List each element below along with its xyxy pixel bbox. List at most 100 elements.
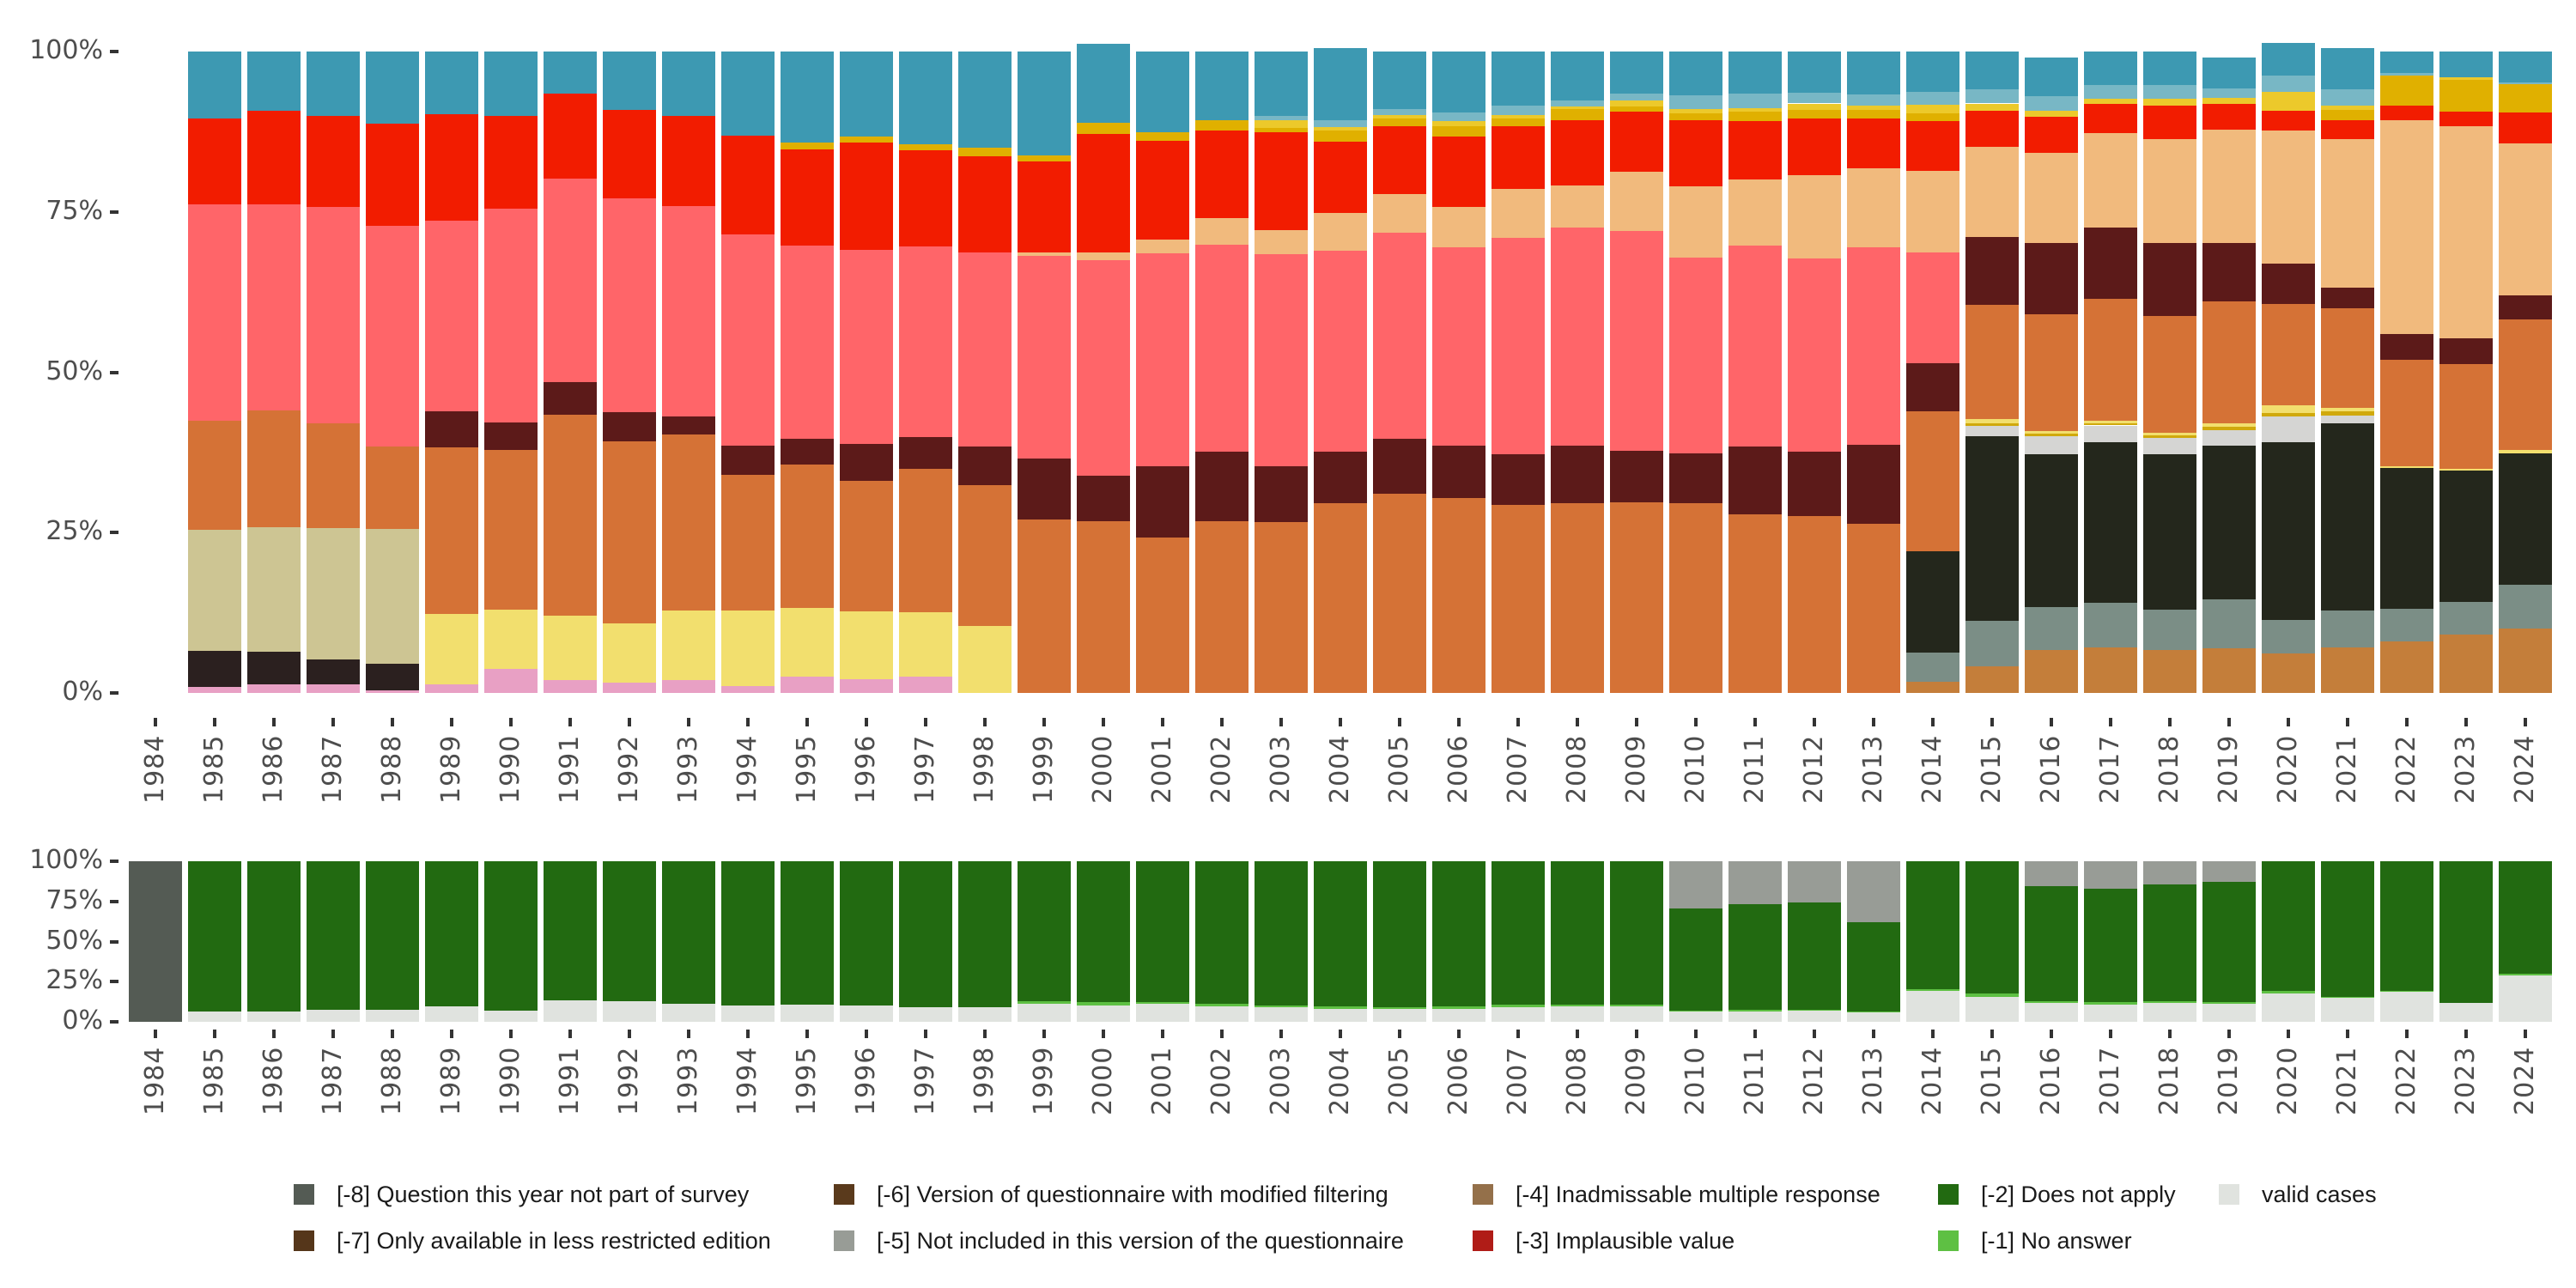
legend-item: [-7] Only available in less restricted e… — [294, 1228, 771, 1254]
bar-segment-2011-cat-15 — [1728, 120, 1782, 179]
bar-segment-2017--2-does-not-apply — [2084, 888, 2137, 1002]
bar-segment-2014-valid-cases — [1906, 990, 1959, 1022]
bar-segment-2015-cat-12 — [1965, 236, 2019, 306]
bar-segment-2024-cat-10 — [2499, 449, 2552, 453]
bar-segment-2017-cat-9 — [2084, 422, 2137, 426]
bar-segment-1994-valid-cases — [721, 1005, 775, 1022]
bar-segment-2009-cat-16 — [1610, 106, 1663, 112]
bar-segment-1999-cat-13 — [1018, 255, 1071, 459]
x-tick-mark — [1339, 1030, 1342, 1038]
y-tick-mark — [110, 210, 118, 214]
bar-segment-2014-cat-11 — [1906, 411, 1959, 551]
x-tick-label: 1992 — [614, 734, 644, 804]
x-tick-label: 1986 — [258, 1046, 289, 1115]
bar-segment-2010--5-not-included-in-this-version-of-the-questionnaire — [1669, 861, 1722, 908]
x-tick-label: 1990 — [495, 734, 526, 804]
bar-segment-2015-cat-11 — [1965, 305, 2019, 420]
y-tick-label: 25% — [46, 965, 103, 996]
bar-segment-2001-cat-12 — [1136, 465, 1189, 538]
legend-item: [-2] Does not apply — [1938, 1182, 2176, 1207]
bar-segment-2008-cat-13 — [1551, 228, 1604, 446]
x-tick-mark — [1279, 718, 1283, 726]
x-tick-mark — [1753, 718, 1757, 726]
x-tick-label: 1998 — [969, 1046, 999, 1115]
bar-segment-1996-valid-cases — [840, 1005, 893, 1022]
bar-segment-2014-cat-19 — [1906, 52, 1959, 93]
x-tick-mark — [1102, 718, 1105, 726]
bar-segment-1997-cat-1 — [899, 676, 952, 693]
bar-segment-2015-cat-7 — [1965, 436, 2019, 621]
bar-segment-1997-cat-11 — [899, 468, 952, 612]
bar-segment-2004-cat-15 — [1314, 141, 1367, 214]
x-tick-label: 2002 — [1206, 734, 1236, 804]
bar-segment-1995-cat-13 — [781, 245, 834, 440]
y-tick-label: 75% — [46, 195, 103, 226]
bar-segment-1988-cat-19 — [366, 52, 419, 124]
x-tick-label: 1989 — [436, 734, 466, 804]
bar-segment-1999-cat-16 — [1018, 155, 1071, 161]
x-tick-mark — [154, 718, 157, 726]
bar-segment-2004-cat-11 — [1314, 502, 1367, 693]
bar-segment-2020-cat-9 — [2262, 412, 2315, 417]
x-tick-label: 1997 — [910, 734, 940, 804]
x-tick-mark — [2168, 1030, 2172, 1038]
bar-segment-1990-cat-13 — [484, 209, 538, 422]
bar-segment-2017-cat-8 — [2084, 425, 2137, 442]
x-tick-mark — [1635, 1030, 1638, 1038]
bar-segment-1989--2-does-not-apply — [425, 861, 478, 1007]
bar-segment-1991-cat-19 — [544, 52, 597, 94]
bar-segment-2021-cat-6 — [2321, 611, 2374, 647]
bar-segment-1988-cat-13 — [366, 226, 419, 447]
bar-segment-2019--2-does-not-apply — [2202, 881, 2256, 1002]
x-tick-label: 2000 — [1088, 1046, 1118, 1115]
legend-label: [-2] Does not apply — [1981, 1181, 2176, 1207]
bar-segment-1988-cat-11 — [366, 447, 419, 529]
bar-segment-2012-cat-13 — [1788, 258, 1841, 453]
bar-segment-1985-valid-cases — [188, 1012, 241, 1022]
bar-segment-2014-cat-15 — [1906, 120, 1959, 171]
bar-segment-1999-cat-11 — [1018, 519, 1071, 693]
bar-segment-2022-cat-10 — [2380, 466, 2433, 468]
bar-segment-2017-cat-14 — [2084, 132, 2137, 228]
x-tick-label: 2020 — [2273, 1046, 2303, 1115]
bar-segment-2006-cat-15 — [1432, 136, 1485, 207]
bar-segment-2022-cat-11 — [2380, 359, 2433, 467]
x-tick-mark — [1279, 1030, 1283, 1038]
bar-segment-2004-valid-cases — [1314, 1009, 1367, 1022]
bar-segment-1986-cat-1 — [247, 684, 301, 693]
bar-segment-2015-cat-19 — [1965, 52, 2019, 90]
bar-segment-2010--2-does-not-apply — [1669, 908, 1722, 1011]
bar-segment-1989-cat-13 — [425, 221, 478, 412]
x-tick-mark — [391, 718, 394, 726]
bar-segment-2021-valid-cases — [2321, 998, 2374, 1022]
bar-segment-1990-cat-12 — [484, 422, 538, 450]
bar-segment-2018-cat-14 — [2143, 138, 2196, 243]
x-tick-mark — [1694, 718, 1698, 726]
legend-label: [-3] Implausible value — [1516, 1227, 1735, 1254]
bar-segment-2012-cat-14 — [1788, 175, 1841, 259]
bar-segment-1989-cat-4 — [425, 614, 478, 684]
bar-segment-2003-cat-15 — [1255, 132, 1308, 230]
bar-segment-2006-cat-18 — [1432, 112, 1485, 121]
bar-segment-1999-valid-cases — [1018, 1004, 1071, 1022]
bar-segment-1987-cat-11 — [307, 423, 360, 528]
bar-segment-1992-cat-13 — [603, 198, 656, 412]
bar-segment-2015--2-does-not-apply — [1965, 861, 2019, 994]
bar-segment-2020-cat-11 — [2262, 304, 2315, 406]
bar-segment-2021-cat-17 — [2321, 105, 2374, 110]
bar-segment-2021-cat-8 — [2321, 415, 2374, 424]
x-tick-label: 2001 — [1147, 1046, 1177, 1115]
x-tick-mark — [2346, 1030, 2349, 1038]
bar-segment-2018-cat-7 — [2143, 454, 2196, 610]
bar-segment-2002-valid-cases — [1195, 1006, 1249, 1022]
bar-segment-2008--2-does-not-apply — [1551, 861, 1604, 1005]
bar-segment-2023-cat-7 — [2439, 470, 2493, 602]
bar-segment-2021-cat-19 — [2321, 47, 2374, 90]
x-tick-mark — [746, 1030, 750, 1038]
x-tick-label: 1998 — [969, 734, 999, 804]
x-tick-mark — [1457, 718, 1461, 726]
bar-segment-2006-cat-13 — [1432, 246, 1485, 447]
x-tick-mark — [1516, 1030, 1520, 1038]
bar-segment-2019-cat-10 — [2202, 423, 2256, 427]
legend-item: [-3] Implausible value — [1473, 1228, 1735, 1254]
